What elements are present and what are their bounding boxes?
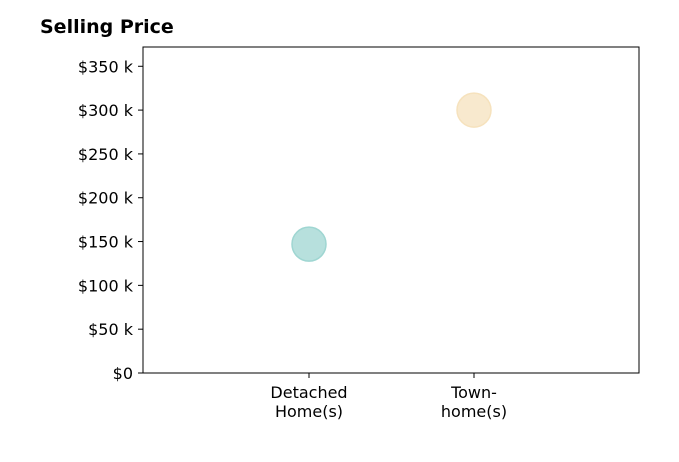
plot-frame: [142, 46, 640, 374]
y-axis: $0 $50 k $100 k $150 k $200 k $250 k $300 k $35…: [78, 57, 143, 383]
data-point: [456, 92, 492, 128]
y-tick-label: $250 k: [78, 145, 134, 164]
y-tick-label: $300 k: [78, 101, 134, 120]
chart-title: Selling Price: [40, 16, 174, 38]
x-tick-label: Detached Home(s): [270, 383, 347, 421]
y-tick-label: $200 k: [78, 189, 134, 208]
y-tick-label: $50 k: [88, 320, 134, 339]
y-tick-label: $150 k: [78, 233, 134, 252]
y-tick-label: $0: [113, 364, 133, 383]
data-point: [291, 226, 327, 262]
y-tick-label: $350 k: [78, 57, 134, 76]
x-axis: Detached Home(s) Town-home(s): [270, 373, 507, 421]
y-tick-label: $100 k: [78, 276, 134, 295]
data-points: [291, 92, 492, 262]
x-tick-label: Town-home(s): [441, 383, 507, 421]
